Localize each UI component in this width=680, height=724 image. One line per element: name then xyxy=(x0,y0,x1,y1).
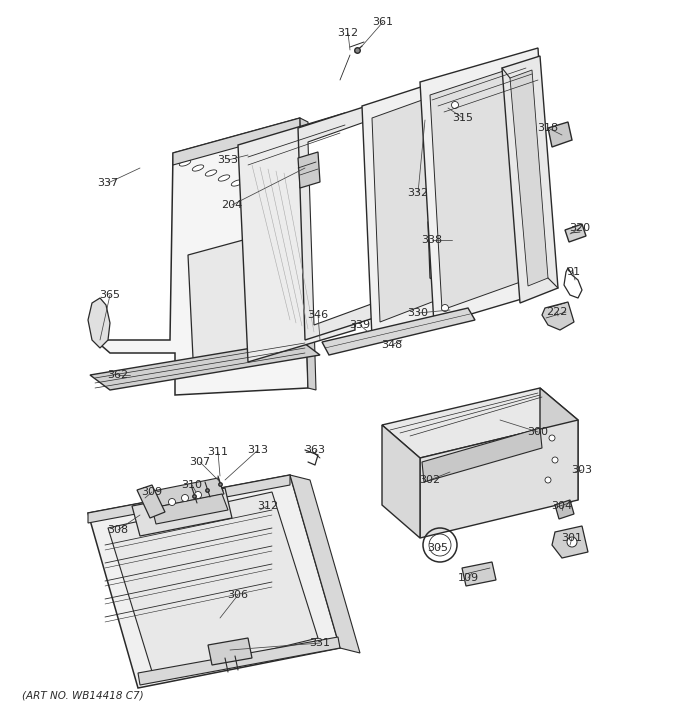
Polygon shape xyxy=(372,90,458,322)
Circle shape xyxy=(549,435,555,441)
Polygon shape xyxy=(88,298,110,348)
Polygon shape xyxy=(238,113,355,362)
Text: 307: 307 xyxy=(190,457,211,467)
Polygon shape xyxy=(137,485,165,518)
Polygon shape xyxy=(298,152,320,188)
Polygon shape xyxy=(382,388,578,458)
Text: 311: 311 xyxy=(207,447,228,457)
Text: 315: 315 xyxy=(452,113,473,123)
Text: 312: 312 xyxy=(337,28,358,38)
Text: 363: 363 xyxy=(305,445,326,455)
Polygon shape xyxy=(430,63,540,310)
Text: 332: 332 xyxy=(407,188,428,198)
Text: 222: 222 xyxy=(546,307,568,317)
Circle shape xyxy=(169,499,175,505)
Polygon shape xyxy=(510,70,548,286)
Polygon shape xyxy=(90,340,320,390)
Polygon shape xyxy=(138,637,340,685)
Ellipse shape xyxy=(231,180,243,186)
Polygon shape xyxy=(95,118,308,395)
Circle shape xyxy=(537,277,543,284)
Text: 303: 303 xyxy=(571,465,592,475)
Polygon shape xyxy=(542,302,574,330)
Polygon shape xyxy=(428,212,462,285)
Text: 348: 348 xyxy=(381,340,403,350)
Circle shape xyxy=(526,78,534,85)
Ellipse shape xyxy=(244,185,256,191)
Polygon shape xyxy=(208,638,252,665)
Text: (ART NO. WB14418 C7): (ART NO. WB14418 C7) xyxy=(22,690,143,700)
Text: 362: 362 xyxy=(107,370,129,380)
Text: 306: 306 xyxy=(228,590,248,600)
Text: 302: 302 xyxy=(420,475,441,485)
Polygon shape xyxy=(88,475,290,523)
Ellipse shape xyxy=(180,160,190,166)
Polygon shape xyxy=(362,75,468,338)
Text: 301: 301 xyxy=(562,533,583,543)
Polygon shape xyxy=(108,492,318,678)
Polygon shape xyxy=(188,230,285,358)
Text: 204: 204 xyxy=(222,200,243,210)
Polygon shape xyxy=(152,494,228,524)
Text: 109: 109 xyxy=(458,573,479,583)
Polygon shape xyxy=(565,224,586,242)
Polygon shape xyxy=(420,48,552,325)
Text: 91: 91 xyxy=(566,267,580,277)
Text: 304: 304 xyxy=(551,501,573,511)
Polygon shape xyxy=(298,96,405,340)
Circle shape xyxy=(452,101,458,109)
Polygon shape xyxy=(552,526,588,558)
Ellipse shape xyxy=(205,170,217,176)
Ellipse shape xyxy=(270,195,282,201)
Polygon shape xyxy=(322,308,475,355)
Text: 305: 305 xyxy=(428,543,449,553)
Circle shape xyxy=(182,494,188,502)
Text: 320: 320 xyxy=(569,223,590,233)
Polygon shape xyxy=(132,488,232,536)
Polygon shape xyxy=(382,425,420,538)
Text: 337: 337 xyxy=(97,178,118,188)
Text: 338: 338 xyxy=(422,235,443,245)
Text: 308: 308 xyxy=(107,525,129,535)
Text: 310: 310 xyxy=(182,480,203,490)
Text: 318: 318 xyxy=(537,123,558,133)
Polygon shape xyxy=(88,475,340,688)
Circle shape xyxy=(567,537,577,547)
Ellipse shape xyxy=(257,190,269,196)
Polygon shape xyxy=(308,113,396,325)
Polygon shape xyxy=(148,478,224,508)
Ellipse shape xyxy=(218,175,230,181)
Polygon shape xyxy=(548,122,572,147)
Text: 353: 353 xyxy=(218,155,239,165)
Circle shape xyxy=(552,457,558,463)
Polygon shape xyxy=(462,562,496,586)
Polygon shape xyxy=(502,56,558,303)
Polygon shape xyxy=(422,428,542,482)
Text: 300: 300 xyxy=(528,427,549,437)
Circle shape xyxy=(441,305,449,311)
Circle shape xyxy=(545,477,551,483)
Text: 365: 365 xyxy=(99,290,120,300)
Polygon shape xyxy=(290,475,360,653)
Text: 361: 361 xyxy=(373,17,394,27)
Circle shape xyxy=(194,492,201,499)
Text: 331: 331 xyxy=(309,638,330,648)
Text: 346: 346 xyxy=(307,310,328,320)
Polygon shape xyxy=(420,420,578,538)
Text: 309: 309 xyxy=(141,487,163,497)
Polygon shape xyxy=(300,118,316,390)
Ellipse shape xyxy=(192,165,204,171)
Text: 313: 313 xyxy=(248,445,269,455)
Polygon shape xyxy=(555,500,574,519)
Polygon shape xyxy=(540,388,578,500)
Polygon shape xyxy=(173,118,300,165)
Text: 339: 339 xyxy=(350,320,371,330)
Text: 330: 330 xyxy=(407,308,428,318)
Text: 312: 312 xyxy=(258,501,279,511)
